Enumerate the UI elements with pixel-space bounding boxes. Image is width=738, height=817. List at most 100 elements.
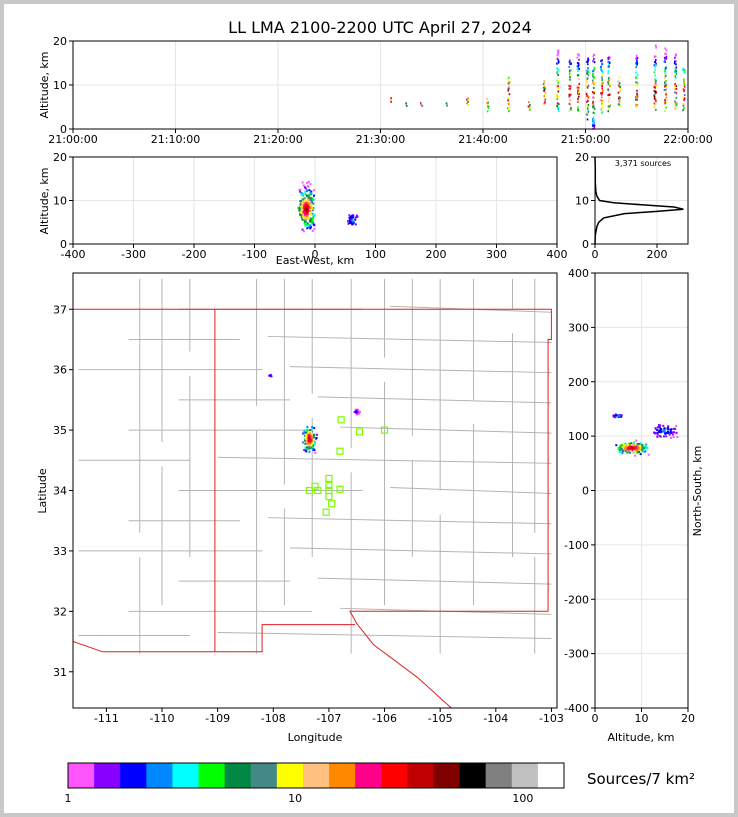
source-point (593, 119, 596, 122)
source-point (586, 71, 589, 74)
source-point (633, 445, 636, 448)
source-point (665, 96, 668, 99)
source-point (622, 446, 625, 449)
source-point (644, 446, 647, 449)
source-point (628, 450, 631, 453)
colorbar-swatch (407, 763, 434, 788)
source-point (303, 439, 306, 442)
source-point (306, 213, 309, 216)
source-point (577, 86, 580, 89)
source-point (600, 67, 602, 70)
ns-ytick-label: 400 (568, 267, 589, 280)
source-point (303, 214, 306, 217)
source-point (586, 113, 588, 116)
ew-ytick-label: 0 (60, 238, 67, 251)
source-point (602, 71, 604, 74)
source-point (306, 216, 309, 219)
lma-station-marker (325, 492, 333, 501)
source-point (310, 444, 313, 447)
source-point (673, 431, 676, 434)
source-point (569, 99, 572, 102)
ns-height-xlabel: Altitude, km (607, 731, 674, 744)
source-point (607, 60, 610, 63)
source-point (592, 116, 595, 119)
plan-view-ytick-label: 35 (53, 424, 67, 437)
ns-height-ylabel: North-South, km (691, 446, 704, 537)
source-point (654, 83, 657, 86)
source-point (587, 84, 590, 87)
source-point (626, 446, 629, 449)
time-height-ytick-label: 20 (53, 35, 67, 48)
source-point (674, 67, 677, 70)
source-point (307, 442, 310, 445)
source-point (617, 91, 620, 94)
source-point (557, 110, 560, 113)
source-point (308, 436, 311, 439)
source-point (304, 447, 307, 450)
source-point (625, 446, 628, 449)
source-point (653, 97, 656, 100)
source-point (304, 435, 307, 438)
source-point (653, 64, 656, 67)
source-point (591, 79, 594, 82)
source-point (675, 70, 677, 73)
ew-xtick-label: -200 (182, 248, 207, 261)
source-point (304, 193, 307, 196)
source-point (355, 410, 358, 413)
source-point (636, 451, 639, 454)
source-point (664, 57, 666, 60)
source-point (557, 59, 560, 62)
ew-ytick-label: 20 (53, 151, 67, 164)
ew-height-xlabel: East-West, km (276, 254, 354, 267)
source-point (507, 110, 510, 113)
source-point (674, 56, 676, 59)
source-point (303, 215, 306, 218)
source-point (348, 216, 351, 219)
source-point (608, 103, 611, 106)
source-point (507, 97, 510, 100)
source-point (568, 102, 571, 105)
source-point (665, 55, 668, 58)
source-point (310, 431, 313, 434)
source-point (670, 428, 673, 431)
source-point (655, 80, 657, 83)
source-point (354, 216, 357, 219)
plan-view-xtick-label: -107 (316, 712, 341, 725)
source-point (568, 84, 571, 87)
source-point (629, 446, 632, 449)
source-point (306, 208, 309, 211)
source-point (309, 197, 312, 200)
source-point (655, 108, 657, 111)
county-border (289, 366, 552, 374)
source-point (671, 433, 674, 436)
source-point (355, 413, 358, 416)
source-point (628, 442, 631, 445)
source-point (683, 94, 686, 97)
source-point (576, 65, 579, 68)
colorbar-swatch (433, 763, 460, 788)
source-point (621, 445, 624, 448)
source-point (670, 431, 673, 434)
source-point (624, 442, 627, 445)
source-point (577, 65, 580, 68)
source-point (486, 97, 488, 100)
source-point (313, 194, 316, 197)
source-point (301, 181, 304, 184)
source-point (302, 216, 305, 219)
source-point (600, 108, 603, 111)
source-point (309, 429, 312, 432)
source-point (351, 220, 354, 223)
source-point (568, 110, 571, 113)
source-point (682, 88, 684, 91)
source-point (608, 57, 610, 60)
source-point (390, 98, 392, 101)
source-point (662, 430, 665, 433)
source-point (587, 71, 590, 74)
source-point (635, 96, 637, 99)
source-point (313, 443, 316, 446)
time-height-xtick-label: 21:50:00 (561, 133, 610, 146)
source-point (674, 76, 677, 79)
source-point (644, 444, 647, 447)
source-point (587, 58, 590, 61)
source-point (607, 110, 610, 113)
